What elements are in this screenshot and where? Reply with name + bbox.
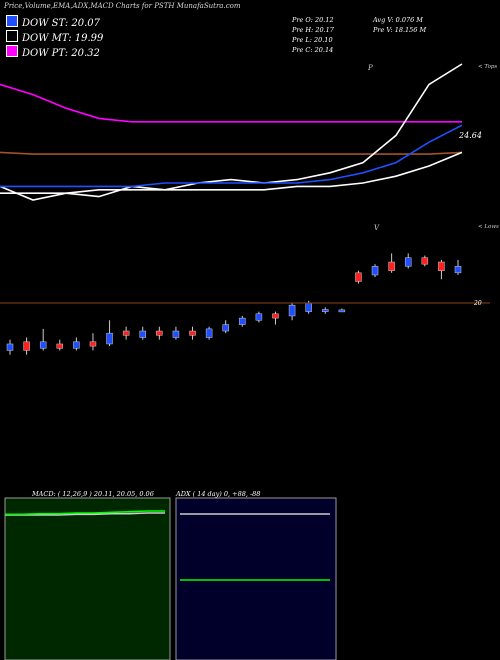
- candle-body-8: [139, 330, 146, 338]
- stat-avg-volume: Avg V: 0.076 M: [373, 16, 423, 24]
- ema-value-label: 24.64: [459, 131, 482, 140]
- tops-marker: P: [368, 64, 373, 72]
- candle-body-13: [222, 324, 229, 332]
- candlesticks: [6, 253, 462, 355]
- candle-body-21: [355, 272, 362, 282]
- legend-label-dow-mt: DOW MT: 19.99: [22, 33, 104, 44]
- legend-label-dow-st: DOW ST: 20.07: [22, 18, 101, 29]
- candle-body-15: [255, 313, 263, 321]
- adx-title: ADX ( 14 day) 0, +88, -88: [176, 490, 261, 498]
- candle-body-9: [156, 330, 163, 336]
- macd-series-0: [5, 512, 165, 516]
- candle-body-0: [6, 343, 14, 351]
- stat-prev-close: Pre C: 20.14: [292, 46, 334, 54]
- candle-body-17: [288, 304, 296, 317]
- candle-body-23: [388, 261, 395, 271]
- lows-marker: V: [374, 224, 380, 232]
- price-ema-lines: [0, 63, 463, 201]
- legend-dow-mt: DOW MT: 19.99: [6, 30, 103, 44]
- ema-series-3: [0, 124, 463, 188]
- lows-label: < Lows: [478, 224, 499, 230]
- candle-body-24: [404, 257, 412, 267]
- ema-series-0: [0, 83, 462, 123]
- stat-prev-volume: Pre V: 18.156 M: [373, 26, 427, 34]
- macd-panel: [4, 497, 171, 660]
- ema-series-1: [0, 151, 463, 155]
- candle-body-18: [305, 302, 312, 312]
- legend-dow-pt: DOW PT: 20.32: [6, 45, 100, 59]
- candle-body-2: [39, 341, 47, 349]
- candle-body-10: [172, 330, 180, 338]
- candle-body-22: [371, 266, 379, 276]
- candle-body-3: [56, 343, 64, 349]
- macd-series-1: [5, 510, 165, 516]
- legend-swatch-dow-pt: [6, 45, 18, 57]
- candle-body-27: [454, 266, 462, 274]
- legend-dow-st: DOW ST: 20.07: [6, 15, 100, 29]
- legend-label-dow-pt: DOW PT: 20.32: [22, 48, 100, 59]
- ema-series-2: [0, 63, 463, 201]
- adx-panel: [175, 497, 337, 660]
- candle-body-6: [106, 332, 113, 345]
- candle-body-12: [205, 328, 213, 338]
- candle-body-25: [421, 257, 429, 265]
- candle-body-1: [23, 341, 30, 351]
- candle-body-7: [122, 330, 130, 336]
- candle-body-16: [272, 313, 279, 319]
- stat-prev-high: Pre H: 20.17: [292, 26, 334, 34]
- candle-body-4: [73, 341, 80, 349]
- tops-label: < Tops: [478, 64, 498, 70]
- candle-body-19: [322, 309, 329, 312]
- candle-body-20: [338, 309, 346, 313]
- macd-lines: [5, 510, 165, 516]
- macd-title: MACD: ( 12,26,9 ) 20.11, 20.05, 0.06: [32, 490, 154, 498]
- candle-body-26: [438, 261, 445, 271]
- stat-prev-low: Pre L: 20.10: [292, 36, 333, 44]
- ema-series-4: [0, 151, 463, 194]
- candle-body-11: [189, 330, 196, 336]
- candle-body-5: [89, 341, 97, 347]
- candle-body-14: [239, 317, 246, 325]
- chart-title: Price,Volume,EMA,ADX,MACD Charts for PST…: [4, 2, 241, 10]
- price-ref-label: 20: [474, 300, 482, 307]
- adx-lines: [180, 513, 330, 581]
- legend-swatch-dow-mt: [6, 30, 18, 42]
- legend-swatch-dow-st: [6, 15, 18, 27]
- stat-prev-open: Pre O: 20.12: [292, 16, 334, 24]
